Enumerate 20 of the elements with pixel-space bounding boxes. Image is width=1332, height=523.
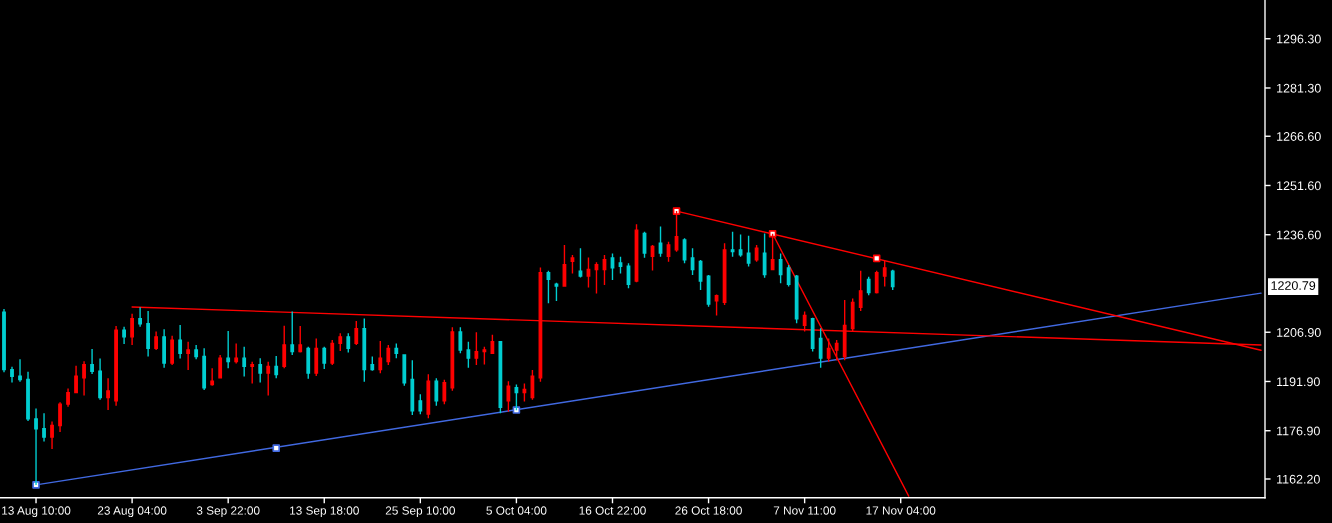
y-tick-label: 1251.60 [1277, 181, 1321, 191]
y-tick-label: 1191.90 [1277, 377, 1320, 387]
y-tick-label: 1176.90 [1277, 426, 1320, 436]
y-tick-label: 1236.60 [1277, 230, 1321, 240]
y-tick-label: 1206.90 [1277, 328, 1321, 337]
x-tick-label: 23 Aug 04:00 [97, 506, 167, 518]
y-tick-label: 1281.30 [1277, 83, 1321, 93]
x-tick-label: 7 Nov 11:00 [773, 506, 836, 515]
y-tick-label: 1162.20 [1277, 474, 1320, 484]
x-tick-label: 13 Sep 18:00 [290, 506, 359, 518]
x-tick-label: 13 Aug 10:00 [2, 506, 71, 518]
x-tick-label: 16 Oct 22:00 [579, 506, 646, 515]
text: 1220.79 [1271, 281, 1316, 290]
y-tick-label: 1266.60 [1277, 132, 1321, 141]
x-tick-label: 3 Sep 22:00 [196, 506, 260, 518]
x-tick-label: 5 Oct 04:00 [486, 506, 547, 515]
x-tick-label: 17 Nov 04:00 [866, 506, 936, 515]
x-tick-label: 26 Oct 18:00 [675, 506, 742, 515]
x-tick-label: 25 Sep 10:00 [385, 506, 455, 518]
y-tick-label: 1296.30 [1277, 34, 1321, 44]
